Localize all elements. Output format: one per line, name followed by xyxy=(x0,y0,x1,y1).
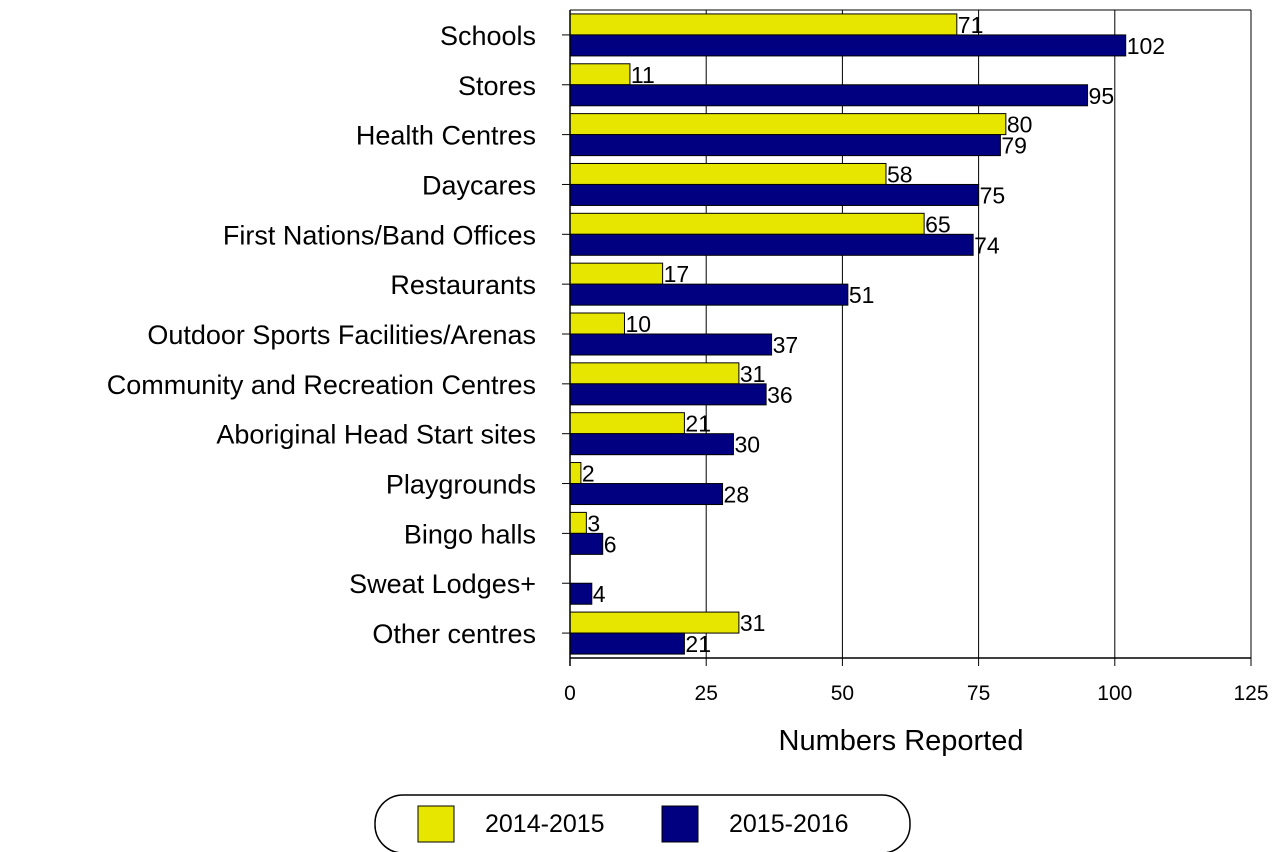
data-label: 17 xyxy=(664,261,690,287)
category-label: Sweat Lodges+ xyxy=(349,569,536,599)
data-label: 2 xyxy=(582,461,595,487)
data-label: 71 xyxy=(958,12,984,38)
data-label: 36 xyxy=(767,382,793,408)
data-label: 21 xyxy=(685,631,711,657)
data-label: 75 xyxy=(980,182,1006,208)
bar xyxy=(569,134,1001,157)
category-label: Schools xyxy=(440,21,536,51)
category-label: Outdoor Sports Facilities/Arenas xyxy=(147,320,536,350)
data-label: 95 xyxy=(1089,83,1115,109)
x-tick-label: 75 xyxy=(967,682,990,705)
category-label: Restaurants xyxy=(390,270,536,300)
bar xyxy=(569,532,604,555)
data-label: 74 xyxy=(974,232,1000,258)
bar xyxy=(569,333,773,356)
bar xyxy=(569,462,582,485)
category-label: First Nations/Band Offices xyxy=(223,220,536,250)
bar xyxy=(569,113,1007,136)
data-label: 4 xyxy=(593,581,606,607)
data-label: 6 xyxy=(604,531,617,557)
bar xyxy=(569,183,980,206)
bar xyxy=(569,412,685,435)
category-label: Playgrounds xyxy=(386,470,536,500)
category-label: Other centres xyxy=(372,619,536,649)
x-tick-label: 125 xyxy=(1233,682,1268,705)
legend-box xyxy=(374,794,911,852)
legend-swatch xyxy=(661,805,699,843)
x-axis-title: Numbers Reported xyxy=(779,725,1024,757)
bar xyxy=(569,632,685,655)
data-label: 31 xyxy=(740,361,766,387)
category-label: Stores xyxy=(458,71,536,101)
bar xyxy=(569,84,1089,107)
bar xyxy=(569,283,849,306)
category-label: Daycares xyxy=(422,170,536,200)
bar xyxy=(569,13,958,36)
bar xyxy=(569,233,974,256)
bar xyxy=(569,362,740,385)
data-label: 37 xyxy=(773,332,799,358)
data-label: 79 xyxy=(1001,133,1027,159)
bar xyxy=(569,212,925,235)
data-label: 21 xyxy=(685,411,711,437)
category-label: Health Centres xyxy=(356,121,536,151)
bars xyxy=(569,13,1127,655)
category-label: Bingo halls xyxy=(404,519,536,549)
bar xyxy=(569,63,631,86)
data-label: 10 xyxy=(625,311,651,337)
legend: 2014-2015 2015-2016 xyxy=(374,794,911,852)
bar xyxy=(569,511,587,534)
bar xyxy=(569,433,734,456)
bar xyxy=(569,312,625,335)
x-tick-label: 100 xyxy=(1097,682,1132,705)
legend-label: 2014-2015 xyxy=(485,810,605,838)
data-label: 11 xyxy=(631,62,655,88)
bar xyxy=(569,611,740,634)
legend-label: 2015-2016 xyxy=(729,810,849,838)
data-label: 51 xyxy=(849,282,875,308)
data-label: 102 xyxy=(1127,33,1165,59)
data-label: 3 xyxy=(587,510,600,536)
bar xyxy=(569,582,593,605)
bar xyxy=(569,162,887,185)
data-label: 65 xyxy=(925,211,951,237)
bar xyxy=(569,34,1127,57)
x-tick-label: 0 xyxy=(564,682,576,705)
legend-swatch xyxy=(417,805,455,843)
axes xyxy=(562,10,1252,666)
x-tick-label: 25 xyxy=(695,682,718,705)
bar xyxy=(569,483,724,506)
data-label: 58 xyxy=(887,161,913,187)
data-label: 80 xyxy=(1007,112,1033,138)
data-label: 31 xyxy=(740,610,766,636)
category-label: Aboriginal Head Start sites xyxy=(216,420,536,450)
category-label: Community and Recreation Centres xyxy=(107,370,536,400)
data-label: 28 xyxy=(724,482,750,508)
data-label: 30 xyxy=(734,432,760,458)
x-tick-label: 50 xyxy=(831,682,854,705)
bar xyxy=(569,383,767,406)
bar xyxy=(569,262,664,285)
